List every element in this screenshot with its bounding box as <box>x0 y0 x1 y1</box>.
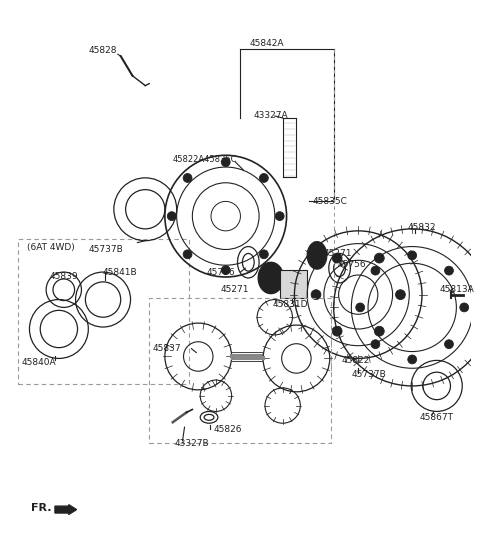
Text: FR.: FR. <box>31 503 52 513</box>
Text: 45756: 45756 <box>206 268 235 277</box>
Text: 45840A: 45840A <box>22 358 56 368</box>
Circle shape <box>444 340 454 349</box>
Circle shape <box>332 326 342 336</box>
Bar <box>280 270 307 298</box>
Text: 43327B: 43327B <box>175 439 209 448</box>
Text: 45271: 45271 <box>221 285 249 294</box>
Text: 45756: 45756 <box>337 261 366 269</box>
Circle shape <box>408 355 417 364</box>
Text: 45828: 45828 <box>89 46 117 55</box>
Circle shape <box>408 251 417 260</box>
Circle shape <box>260 173 268 182</box>
Circle shape <box>221 266 230 274</box>
Circle shape <box>260 250 268 259</box>
FancyArrow shape <box>55 505 76 514</box>
Text: 45822A45835C: 45822A45835C <box>173 155 237 164</box>
Text: 45737B: 45737B <box>88 245 123 253</box>
Text: 45826: 45826 <box>214 425 242 434</box>
Text: (6AT 4WD): (6AT 4WD) <box>27 243 75 252</box>
Text: 45841B: 45841B <box>103 268 138 277</box>
Circle shape <box>444 266 454 275</box>
Text: 45867T: 45867T <box>420 413 454 422</box>
Circle shape <box>371 340 380 349</box>
Circle shape <box>374 326 384 336</box>
Text: 45839: 45839 <box>49 272 78 281</box>
Circle shape <box>332 253 342 263</box>
Text: 45837: 45837 <box>152 344 181 353</box>
Circle shape <box>183 173 192 182</box>
Circle shape <box>356 303 365 312</box>
Circle shape <box>396 290 405 300</box>
Text: 45842A: 45842A <box>250 40 284 49</box>
Circle shape <box>183 250 192 259</box>
Ellipse shape <box>264 269 278 287</box>
Text: 45271: 45271 <box>324 248 352 258</box>
Ellipse shape <box>258 262 284 294</box>
Circle shape <box>371 266 380 275</box>
Circle shape <box>374 253 384 263</box>
Bar <box>149 298 331 443</box>
Circle shape <box>168 212 176 221</box>
Circle shape <box>221 158 230 167</box>
Text: 45832: 45832 <box>408 223 436 232</box>
Circle shape <box>311 290 321 300</box>
Ellipse shape <box>312 248 322 263</box>
Ellipse shape <box>307 242 327 269</box>
Text: 45813A: 45813A <box>440 285 474 294</box>
Circle shape <box>460 303 468 312</box>
Text: 43327A: 43327A <box>253 111 288 120</box>
Bar <box>18 238 190 384</box>
Text: 45835C: 45835C <box>312 197 347 205</box>
Text: 45831D: 45831D <box>273 300 308 309</box>
Text: 45822: 45822 <box>342 357 370 365</box>
Text: 45737B: 45737B <box>351 370 386 379</box>
Circle shape <box>276 212 284 221</box>
